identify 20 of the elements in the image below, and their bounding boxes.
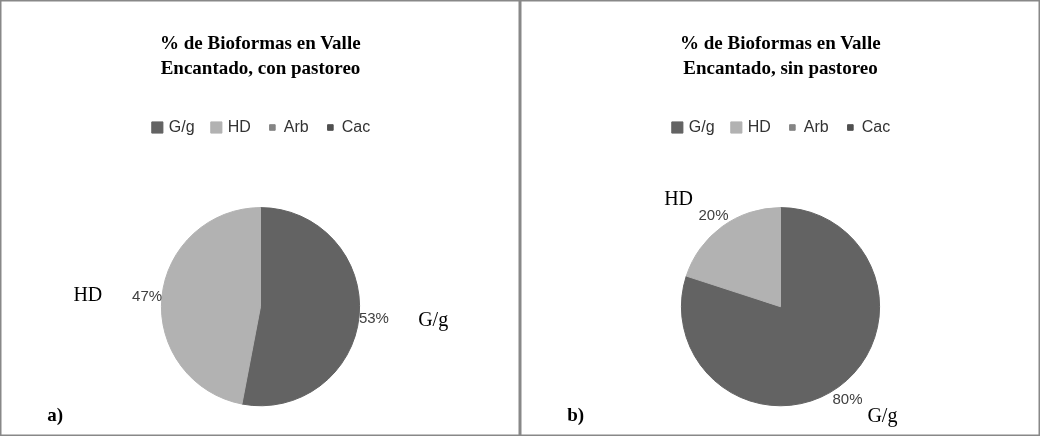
- legend-label: Cac: [341, 118, 371, 136]
- chart-title: % de Bioformas en Valle Encantado, con pastoreo: [160, 31, 361, 79]
- legend-label: Arb: [283, 118, 309, 136]
- slice-label: G/g: [867, 403, 898, 427]
- data-label: 47%: [132, 287, 163, 305]
- legend-label: G/g: [688, 118, 715, 136]
- chart-title: % de Bioformas en Valle Encantado, sin pastoreo: [680, 31, 881, 79]
- legend-label: HD: [227, 118, 251, 136]
- legend-label: Cac: [861, 118, 891, 136]
- legend-label: G/g: [168, 118, 195, 136]
- slice-label: HD: [664, 187, 694, 210]
- data-label: 53%: [358, 308, 389, 326]
- legend-label: Arb: [803, 118, 829, 136]
- text: a): [47, 404, 64, 427]
- data-label: 20%: [698, 206, 729, 223]
- slice-label: HD: [73, 283, 103, 306]
- data-label: 80%: [832, 390, 863, 408]
- text: b): [567, 404, 585, 427]
- legend-label: HD: [747, 118, 771, 136]
- slice-label: G/g: [418, 308, 449, 332]
